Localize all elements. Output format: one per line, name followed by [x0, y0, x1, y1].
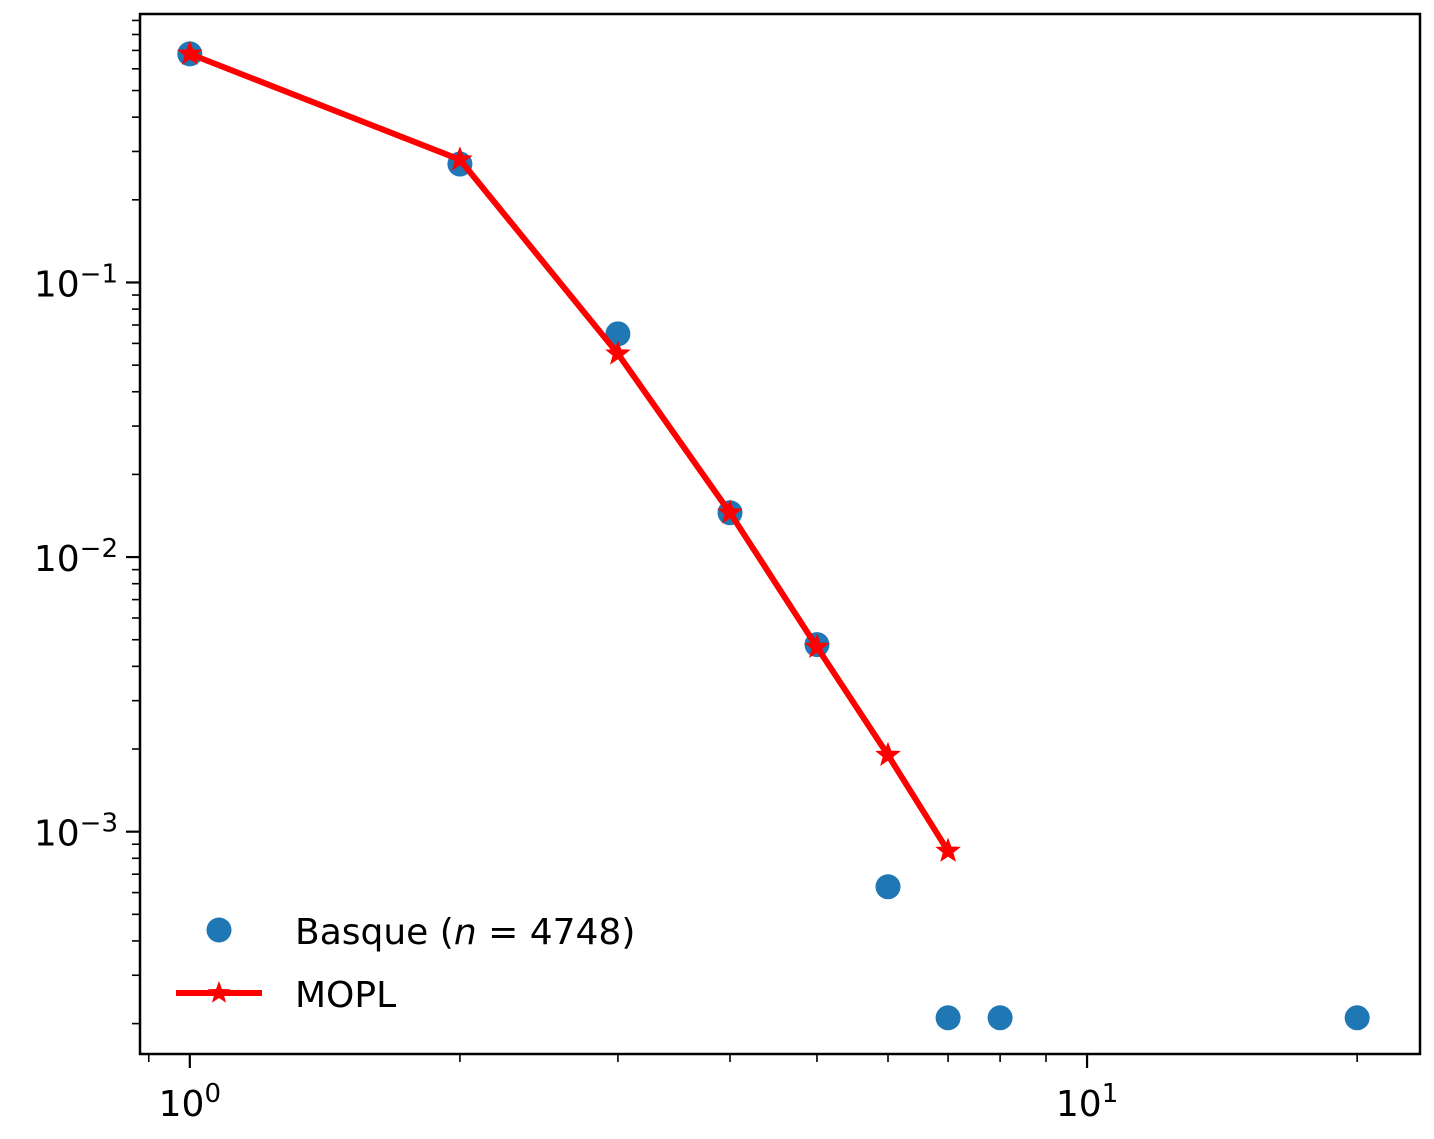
- data-point-star: [717, 499, 743, 524]
- legend-marker-circle: [206, 917, 232, 943]
- series-layer: [177, 40, 1370, 1031]
- minor-ticks: [132, 19, 1358, 1062]
- data-point-circle: [605, 321, 631, 347]
- y-tick-label: 10−1: [34, 259, 118, 305]
- y-tick-label: 10−3: [34, 809, 118, 855]
- plot-background: [140, 14, 1420, 1054]
- data-point-circle: [987, 1005, 1013, 1031]
- data-point-circle: [935, 1005, 961, 1031]
- x-tick-label: 101: [1056, 1079, 1118, 1125]
- data-point-star: [447, 146, 473, 171]
- y-tick-label: 10−2: [34, 534, 118, 580]
- data-point-star: [804, 633, 830, 658]
- legend-label: Basque (n = 4748): [295, 912, 635, 953]
- data-point-star: [177, 40, 203, 65]
- data-point-star: [605, 340, 631, 365]
- data-point-circle: [875, 874, 901, 900]
- data-point-circle: [1344, 1005, 1370, 1031]
- x-tick-label: 100: [159, 1079, 221, 1125]
- major-ticks: [126, 281, 1089, 1068]
- data-point-star: [935, 837, 961, 862]
- plot-frame: [138, 12, 1422, 1056]
- legend: Basque (n = 4748) MOPL: [176, 912, 635, 1016]
- legend-entry: Basque (n = 4748): [206, 912, 635, 953]
- legend-label: MOPL: [295, 975, 396, 1016]
- tick-labels: 100 101 10−3 10−2 10−1: [34, 259, 1118, 1125]
- legend-marker-star: [207, 981, 231, 1003]
- data-point-star: [875, 741, 901, 766]
- legend-entry: MOPL: [176, 975, 396, 1016]
